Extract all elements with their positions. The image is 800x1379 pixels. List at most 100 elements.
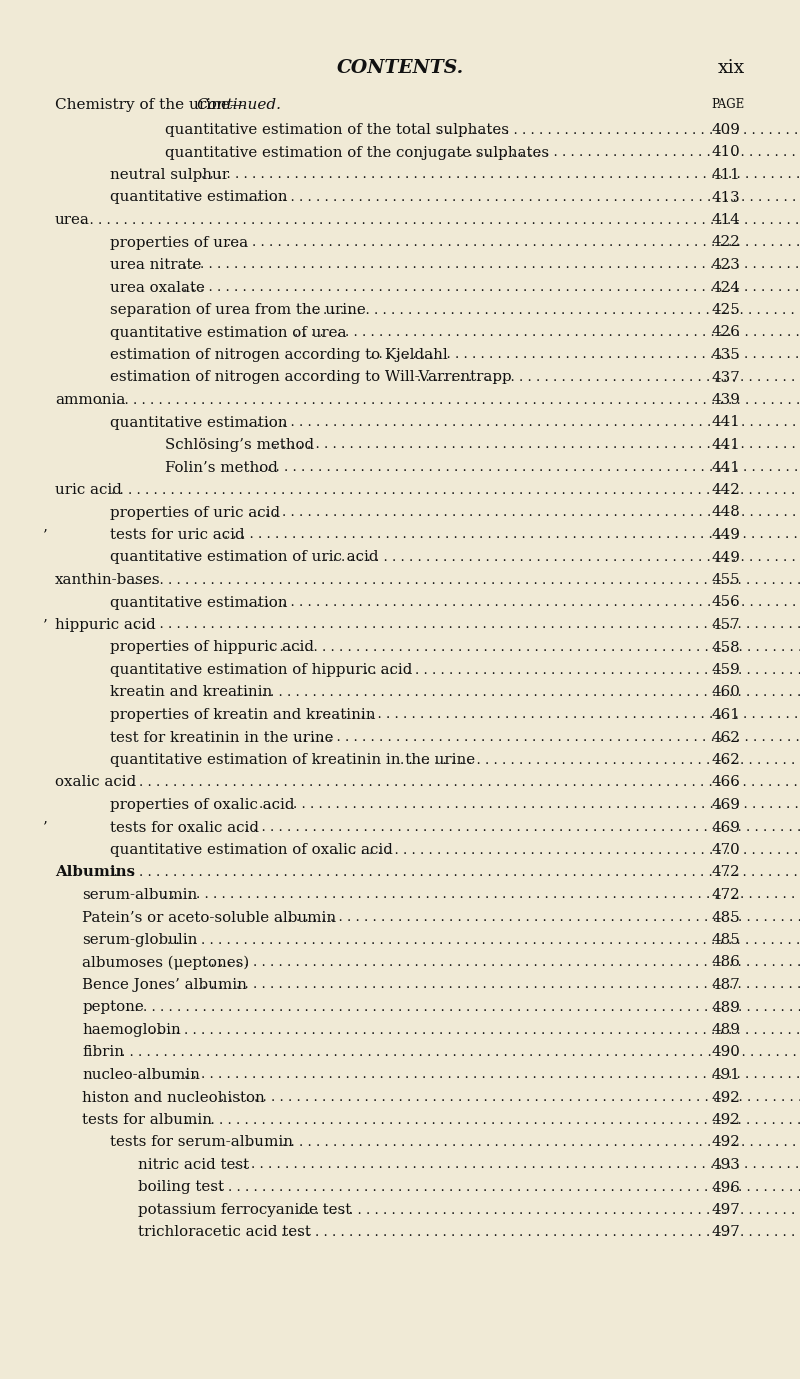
Text: . . . . . . . . . . . . . . . . . . . . . . . . . . . . . . . . . . . . . . . . : . . . . . . . . . . . . . . . . . . . . … <box>202 979 800 992</box>
Text: . . . . . . . . . . . . . . . . . . . . . . . . . . . . . . . . . . . . . . . . : . . . . . . . . . . . . . . . . . . . . … <box>162 888 800 902</box>
Text: 462: 462 <box>711 753 740 767</box>
Text: urea oxalate: urea oxalate <box>110 280 205 295</box>
Text: xix: xix <box>718 59 745 77</box>
Text: . . . . . . . . . . . . . . . . . . . . . . . . . . . . . . . . . . . . . . . . : . . . . . . . . . . . . . . . . . . . . … <box>259 798 800 811</box>
Text: quantitative estimation: quantitative estimation <box>110 596 287 610</box>
Text: 489: 489 <box>711 1023 740 1037</box>
Text: . . . . . . . . . . . . . . . . . . . . . . . . . . . . . . . . . . . . . . . . : . . . . . . . . . . . . . . . . . . . . … <box>306 303 800 317</box>
Text: histon and nucleohiston: histon and nucleohiston <box>82 1091 266 1105</box>
Text: . . . . . . . . . . . . . . . . . . . . . . . . . . . . . . . . . . . . . . . . : . . . . . . . . . . . . . . . . . . . . … <box>400 753 800 767</box>
Text: 426: 426 <box>711 325 740 339</box>
Text: . . . . . . . . . . . . . . . . . . . . . . . . . . . . . . . . . . . . . . . . : . . . . . . . . . . . . . . . . . . . . … <box>250 461 800 474</box>
Text: hippuric acid: hippuric acid <box>55 618 156 632</box>
Text: ’: ’ <box>43 528 48 542</box>
Text: . . . . . . . . . . . . . . . . . . . . . . . . . . . . . . . . . . . . . . . . : . . . . . . . . . . . . . . . . . . . . … <box>294 731 800 745</box>
Text: Albumins: Albumins <box>55 866 135 880</box>
Text: quantitative estimation of the conjugate sulphates: quantitative estimation of the conjugate… <box>165 146 549 160</box>
Text: xanthin-bases: xanthin-bases <box>55 574 161 587</box>
Text: 486: 486 <box>711 956 740 969</box>
Text: . . . . . . . . . . . . . . . . . . . . . . . . . . . . . . . . . . . . . . . . : . . . . . . . . . . . . . . . . . . . . … <box>134 619 800 632</box>
Text: 410: 410 <box>711 146 740 160</box>
Text: quantitative estimation of urea: quantitative estimation of urea <box>110 325 346 339</box>
Text: 469: 469 <box>711 821 740 834</box>
Text: 470: 470 <box>711 843 740 856</box>
Text: 455: 455 <box>711 574 740 587</box>
Text: albumoses (μeptones): albumoses (μeptones) <box>82 956 250 969</box>
Text: quantitative estimation of hippuric acid: quantitative estimation of hippuric acid <box>110 663 412 677</box>
Text: 441: 441 <box>711 461 740 474</box>
Text: . . . . . . . . . . . . . . . . . . . . . . . . . . . . . . . . . . . . . . . . : . . . . . . . . . . . . . . . . . . . . … <box>335 844 800 856</box>
Text: 469: 469 <box>711 798 740 812</box>
Text: . . . . . . . . . . . . . . . . . . . . . . . . . . . . . . . . . . . . . . . . : . . . . . . . . . . . . . . . . . . . . … <box>247 416 800 429</box>
Text: properties of oxalic acid: properties of oxalic acid <box>110 798 294 812</box>
Text: 493: 493 <box>711 1158 740 1172</box>
Text: serum-albumin: serum-albumin <box>82 888 198 902</box>
Text: . . . . . . . . . . . . . . . . . . . . . . . . . . . . . . . . . . . . . . . . : . . . . . . . . . . . . . . . . . . . . … <box>210 1180 800 1194</box>
Text: PAGE: PAGE <box>712 98 745 112</box>
Text: . . . . . . . . . . . . . . . . . . . . . . . . . . . . . . . . . . . . . . . . : . . . . . . . . . . . . . . . . . . . . … <box>247 506 800 519</box>
Text: quantitative estimation: quantitative estimation <box>110 415 287 429</box>
Text: tests for albumin: tests for albumin <box>82 1113 213 1127</box>
Text: 490: 490 <box>711 1045 740 1059</box>
Text: 435: 435 <box>711 348 740 363</box>
Text: 456: 456 <box>711 596 740 610</box>
Text: . . . . . . . . . . . . . . . . . . . . . . . . . . . . . . . . . . . . . . . . : . . . . . . . . . . . . . . . . . . . . … <box>247 1136 800 1149</box>
Text: Schlösing’s method: Schlösing’s method <box>165 439 314 452</box>
Text: . . . . . . . . . . . . . . . . . . . . . . . . . . . . . . . . . . . . . . . . : . . . . . . . . . . . . . . . . . . . . … <box>134 574 800 586</box>
Text: test for kreatinin in the urine: test for kreatinin in the urine <box>110 731 334 745</box>
Text: 439: 439 <box>711 393 740 407</box>
Text: quantitative estimation: quantitative estimation <box>110 190 287 204</box>
Text: quantitative estimation of kreatinin in the urine: quantitative estimation of kreatinin in … <box>110 753 475 767</box>
Text: . . . . . . . . . . . . . . . . . . . . . . . . . . . . . . . . . . . . . . . . : . . . . . . . . . . . . . . . . . . . . … <box>110 484 800 496</box>
Text: . . . . . . . . . . . . . . . . . . . . . . . . . . . . . . . . . . . . . . . . : . . . . . . . . . . . . . . . . . . . . … <box>99 393 800 407</box>
Text: 459: 459 <box>711 663 740 677</box>
Text: . . . . . . . . . . . . . . . . . . . . . . . . . . . . . . . . . . . . . . . . : . . . . . . . . . . . . . . . . . . . . … <box>105 866 800 878</box>
Text: 485: 485 <box>711 934 740 947</box>
Text: . . . . . . . . . . . . . . . . . . . . . . . . . . . . . . . . . . . . . . . . : . . . . . . . . . . . . . . . . . . . . … <box>461 146 800 159</box>
Text: . . . . . . . . . . . . . . . . . . . . . . . . . . . . . . . . . . . . . . . . : . . . . . . . . . . . . . . . . . . . . … <box>167 934 800 946</box>
Text: 409: 409 <box>711 123 740 137</box>
Text: 449: 449 <box>711 550 740 564</box>
Text: 497: 497 <box>711 1202 740 1218</box>
Text: . . . . . . . . . . . . . . . . . . . . . . . . . . . . . . . . . . . . . . . . : . . . . . . . . . . . . . . . . . . . . … <box>236 685 800 699</box>
Text: 496: 496 <box>711 1180 740 1194</box>
Text: . . . . . . . . . . . . . . . . . . . . . . . . . . . . . . . . . . . . . . . . : . . . . . . . . . . . . . . . . . . . . … <box>418 371 800 383</box>
Text: . . . . . . . . . . . . . . . . . . . . . . . . . . . . . . . . . . . . . . . . : . . . . . . . . . . . . . . . . . . . . … <box>126 1001 800 1014</box>
Text: . . . . . . . . . . . . . . . . . . . . . . . . . . . . . . . . . . . . . . . . : . . . . . . . . . . . . . . . . . . . . … <box>224 528 800 542</box>
Text: . . . . . . . . . . . . . . . . . . . . . . . . . . . . . . . . . . . . . . . . : . . . . . . . . . . . . . . . . . . . . … <box>234 1158 800 1172</box>
Text: oxalic acid: oxalic acid <box>55 775 136 790</box>
Text: fibrin: fibrin <box>82 1045 125 1059</box>
Text: Continued.: Continued. <box>197 98 282 112</box>
Text: 457: 457 <box>711 618 740 632</box>
Text: 472: 472 <box>711 866 740 880</box>
Text: ’: ’ <box>43 821 48 834</box>
Text: properties of urea: properties of urea <box>110 236 248 250</box>
Text: . . . . . . . . . . . . . . . . . . . . . . . . . . . . . . . . . . . . . . . . : . . . . . . . . . . . . . . . . . . . . … <box>298 1204 800 1216</box>
Text: properties of uric acid: properties of uric acid <box>110 506 280 520</box>
Text: . . . . . . . . . . . . . . . . . . . . . . . . . . . . . . . . . . . . . . . . : . . . . . . . . . . . . . . . . . . . . … <box>150 1023 800 1037</box>
Text: 461: 461 <box>711 707 740 723</box>
Text: . . . . . . . . . . . . . . . . . . . . . . . . . . . . . . . . . . . . . . . . : . . . . . . . . . . . . . . . . . . . . … <box>201 168 800 182</box>
Text: . . . . . . . . . . . . . . . . . . . . . . . . . . . . . . . . . . . . . . . . : . . . . . . . . . . . . . . . . . . . . … <box>278 912 800 924</box>
Text: 411: 411 <box>711 168 740 182</box>
Text: 437: 437 <box>711 371 740 385</box>
Text: . . . . . . . . . . . . . . . . . . . . . . . . . . . . . . . . . . . . . . . . : . . . . . . . . . . . . . . . . . . . . … <box>271 641 800 654</box>
Text: . . . . . . . . . . . . . . . . . . . . . . . . . . . . . . . . . . . . . . . . : . . . . . . . . . . . . . . . . . . . . … <box>220 1091 800 1105</box>
Text: potassium ferrocyanide test: potassium ferrocyanide test <box>138 1202 350 1218</box>
Text: nitric acid test: nitric acid test <box>138 1158 249 1172</box>
Text: . . . . . . . . . . . . . . . . . . . . . . . . . . . . . . . . . . . . . . . . : . . . . . . . . . . . . . . . . . . . . … <box>247 596 800 610</box>
Text: tests for uric acid: tests for uric acid <box>110 528 245 542</box>
Text: quantitative estimation of oxalic acid: quantitative estimation of oxalic acid <box>110 843 393 856</box>
Text: urea: urea <box>55 212 90 228</box>
Text: 425: 425 <box>711 303 740 317</box>
Text: neutral sulphur: neutral sulphur <box>110 168 229 182</box>
Text: 492: 492 <box>711 1113 740 1127</box>
Text: . . . . . . . . . . . . . . . . . . . . . . . . . . . . . . . . . . . . . . . . : . . . . . . . . . . . . . . . . . . . . … <box>437 124 800 137</box>
Text: tests for serum-albumin: tests for serum-albumin <box>110 1135 293 1150</box>
Text: . . . . . . . . . . . . . . . . . . . . . . . . . . . . . . . . . . . . . . . . : . . . . . . . . . . . . . . . . . . . . … <box>347 663 800 677</box>
Text: 442: 442 <box>711 483 740 496</box>
Text: 458: 458 <box>711 640 740 655</box>
Text: quantitative estimation of uric acid: quantitative estimation of uric acid <box>110 550 378 564</box>
Text: uric acid: uric acid <box>55 483 122 496</box>
Text: Chemistry of the urine—: Chemistry of the urine— <box>55 98 246 112</box>
